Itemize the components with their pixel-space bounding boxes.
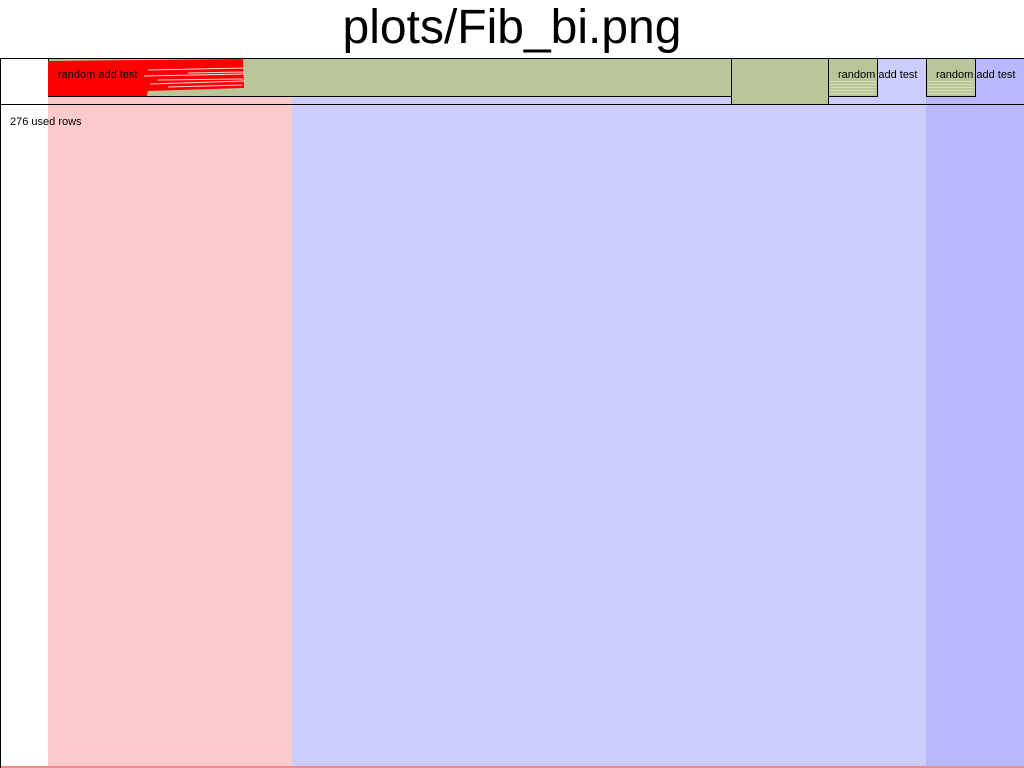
bottom-divider [0, 766, 1024, 768]
block-tall [731, 58, 829, 105]
header-divider [0, 104, 1024, 105]
red-scribble-streaks [143, 67, 245, 88]
red-scribble-overlay [48, 59, 245, 96]
block-main-label: random add test [58, 69, 138, 81]
column-band-pink [48, 58, 292, 768]
column-band-lavender [292, 58, 926, 768]
column-band-blue [926, 58, 1024, 768]
block-small-1 [828, 58, 878, 97]
block-small-2-label: random add test [936, 69, 1016, 81]
hatch-pattern [830, 81, 876, 95]
diagram-frame [0, 58, 1024, 768]
used-rows-stat: 276 used rows [10, 116, 82, 128]
hatch-pattern [928, 81, 974, 95]
block-small-1-label: random add test [838, 69, 918, 81]
page-title: plots/Fib_bi.png [342, 1, 682, 54]
